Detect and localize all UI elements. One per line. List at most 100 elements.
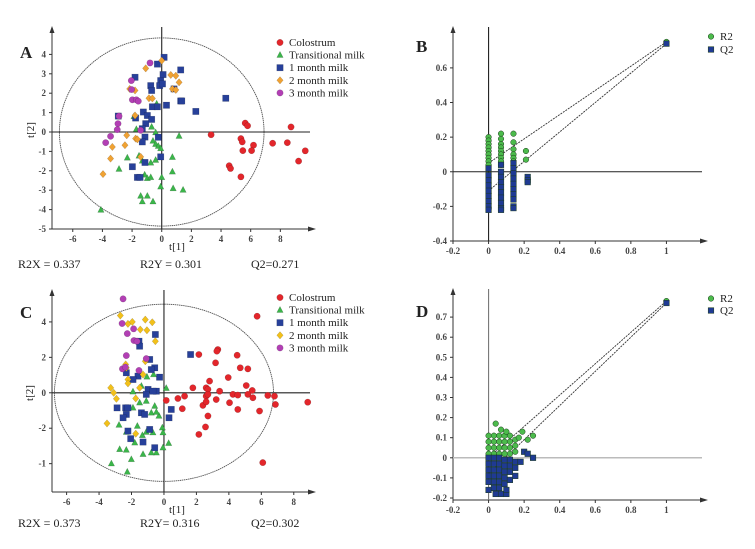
data-point	[490, 460, 497, 467]
y-tick-label: 0.6	[436, 63, 448, 73]
data-point	[522, 156, 529, 163]
data-point	[149, 370, 158, 378]
y-tick-label: -5	[39, 224, 47, 234]
data-point	[129, 387, 137, 395]
data-point	[497, 189, 505, 196]
panel-d: D -0.2 0 0.2 0.4 0.6 0.8 1 0.7 0.6 0.5 0.4 0.3 0.2 0.1…	[416, 288, 733, 515]
data-point	[163, 101, 170, 109]
x-tick-label: -2	[128, 497, 136, 507]
data-point	[269, 139, 277, 147]
data-point	[123, 467, 131, 475]
data-point	[159, 71, 167, 79]
panel-a: A -6 -4 -2 0 2 4 6 8 4 3 2 1 0 -1 -2 -3 -4 -5 ColostrumTran…	[18, 26, 365, 271]
data-point	[510, 165, 517, 172]
data-point	[136, 173, 144, 181]
data-point	[159, 443, 167, 451]
data-point	[147, 158, 155, 166]
data-point	[490, 438, 497, 445]
data-point	[154, 133, 162, 141]
y-tick-label: -4	[39, 205, 47, 215]
x-tick-label: -0.2	[446, 246, 461, 256]
x-axis-label: t[1]	[169, 504, 185, 516]
x-tick-label: 2	[194, 497, 199, 507]
data-point	[256, 407, 263, 415]
data-point	[151, 401, 159, 409]
regression-line-r2	[488, 300, 667, 459]
y-tick-label: 0.1	[436, 433, 448, 443]
data-point	[149, 136, 157, 144]
series-3-month-milk	[118, 295, 150, 374]
data-point	[497, 490, 505, 498]
data-point	[529, 432, 537, 439]
legend-item: 1 month milk	[276, 62, 349, 74]
data-point	[107, 132, 115, 140]
legend-label: Transitional milk	[289, 50, 365, 62]
data-point	[497, 194, 505, 201]
data-point	[143, 372, 151, 380]
data-point	[169, 184, 177, 192]
x-tick-label: 0.4	[554, 246, 566, 256]
y-tick-label: 4	[42, 317, 47, 327]
y-tick-label: 3	[42, 69, 47, 79]
data-point	[496, 478, 503, 485]
data-point	[127, 455, 135, 463]
x-tick-label: -6	[63, 497, 71, 507]
data-point	[304, 398, 312, 406]
data-point	[529, 454, 537, 461]
data-point	[497, 179, 505, 186]
data-point	[485, 460, 492, 467]
data-point	[238, 138, 246, 146]
data-point	[496, 454, 503, 461]
data-point	[226, 399, 233, 407]
x-axis-arrow-icon	[308, 226, 316, 232]
data-point	[510, 205, 517, 212]
data-point	[234, 405, 242, 413]
data-point	[490, 484, 497, 491]
data-point	[503, 486, 510, 494]
y-tick-label: 2	[42, 352, 47, 362]
data-point	[130, 325, 138, 333]
data-point	[103, 419, 111, 428]
legend-item: Q2	[707, 305, 733, 317]
data-point	[485, 192, 492, 200]
data-point	[107, 459, 116, 467]
data-point	[124, 427, 132, 435]
data-point	[485, 472, 492, 479]
data-point	[503, 428, 510, 435]
legend-marker-icon	[276, 76, 284, 85]
x-tick-label: 0.8	[625, 246, 637, 256]
data-point	[524, 450, 531, 457]
data-point	[157, 153, 165, 161]
data-point	[485, 206, 492, 213]
data-point	[134, 97, 142, 105]
legend-label: R2	[720, 31, 733, 43]
x-tick-label: 4	[227, 497, 232, 507]
data-point	[177, 66, 185, 74]
x-tick-label: 0.6	[590, 505, 602, 515]
data-point	[497, 206, 505, 213]
legend-label: Q2	[720, 305, 733, 317]
data-point	[138, 431, 146, 438]
series-r2	[485, 297, 670, 457]
data-point	[233, 351, 241, 359]
data-point	[153, 60, 161, 68]
stat-q2: Q2=0.271	[251, 257, 299, 271]
data-point	[492, 490, 499, 498]
x-axis-arrow-icon	[700, 497, 708, 503]
data-point	[501, 438, 508, 445]
data-point	[485, 165, 492, 172]
series-1-month-milk	[113, 331, 195, 452]
data-point	[485, 177, 492, 184]
data-point	[159, 428, 167, 436]
legend-label: Colostrum	[289, 292, 336, 304]
data-point	[121, 141, 129, 150]
data-point	[519, 428, 526, 435]
legend-marker-icon	[707, 295, 715, 302]
data-point	[506, 456, 513, 463]
series-3-month-milk	[102, 59, 154, 147]
data-point	[271, 392, 278, 400]
data-point	[116, 445, 124, 452]
data-point	[149, 197, 157, 205]
data-point	[501, 444, 508, 451]
legend-marker-icon	[707, 33, 715, 40]
